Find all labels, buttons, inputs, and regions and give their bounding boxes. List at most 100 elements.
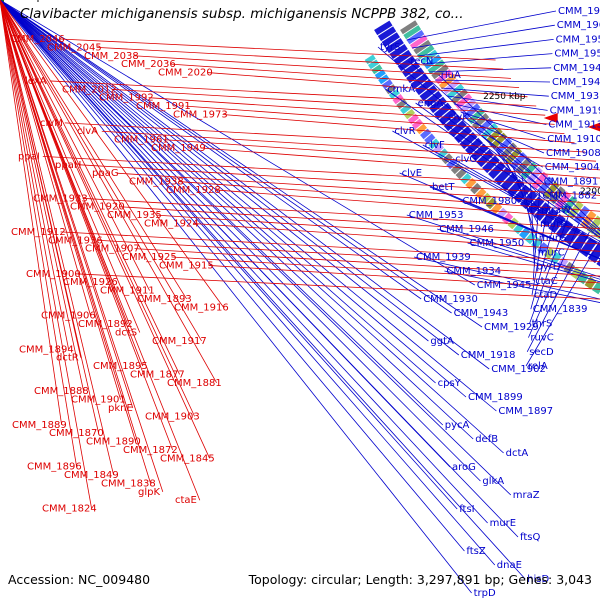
forward-leader-line	[0, 0, 422, 300]
feature-block	[411, 118, 424, 130]
forward-gene-label: CMM_1891	[544, 176, 599, 187]
reverse-leader-line	[0, 0, 217, 384]
forward-leader-line	[392, 130, 600, 246]
forward-leader-line	[0, 0, 460, 356]
forward-leader-line	[481, 135, 542, 182]
forward-gene-label: clvK	[448, 112, 469, 123]
reverse-label-layer: CMM_2046CMM_2045CMM_2038CMM_2036CMM_2020…	[10, 34, 229, 515]
forward-gene-label: CMM_1839	[533, 304, 588, 315]
reverse-gene-label: CMM_1961	[114, 135, 169, 146]
reverse-gene-label: CMM_1935	[107, 210, 162, 221]
reverse-gene-label: CMM_1973	[173, 109, 228, 120]
reverse-leader-line	[96, 46, 504, 70]
reverse-gene-label: CMM_1888	[34, 386, 89, 397]
feature-block	[450, 163, 463, 175]
reverse-leader-line	[0, 0, 141, 333]
accession-text: Accession: NC_009480	[8, 572, 151, 587]
reverse-gene-label: CMM_1916	[174, 302, 229, 313]
reverse-gene-label: CMM_1991	[136, 101, 191, 112]
forward-gene-label: cpsY	[438, 378, 462, 389]
forward-leader-line	[0, 0, 472, 594]
reverse-leader-line	[208, 265, 600, 290]
feature-block	[472, 113, 490, 130]
forward-gene-label: clvE	[402, 168, 423, 179]
forward-gene-label: CMM_1882	[542, 191, 597, 202]
forward-leader-line	[441, 87, 549, 97]
forward-leader-line	[406, 10, 557, 41]
reverse-leader-line	[156, 214, 600, 245]
forward-gene-label: clvG	[455, 154, 477, 165]
forward-gene-label: secD	[529, 347, 554, 358]
forward-gene-label: ftsZ	[466, 546, 485, 557]
reverse-gene-label: CMM_1895	[93, 361, 148, 372]
forward-leader-line	[422, 144, 600, 244]
reverse-leader-line	[0, 0, 173, 451]
forward-gene-label: CMM_1950	[470, 238, 525, 249]
reverse-leader-line	[185, 105, 565, 134]
forward-gene-label: murC	[538, 247, 565, 258]
forward-leader-line	[0, 0, 481, 482]
feature-block	[438, 73, 457, 90]
forward-gene-label: CMM_1939	[416, 252, 471, 263]
forward-leader-line	[0, 0, 497, 412]
reverse-leader-line	[170, 63, 520, 88]
forward-gene-label: CMM_1899	[468, 392, 523, 403]
forward-gene-label: mraZ	[513, 490, 540, 501]
reverse-leader-line	[0, 0, 69, 350]
reverse-gene-label: lexA	[25, 76, 47, 87]
forward-gene-label: CMM_1954	[556, 34, 600, 45]
forward-leader-line	[530, 183, 535, 267]
forward-leader-line	[417, 39, 554, 57]
reverse-gene-label: CMM_1901	[71, 395, 126, 406]
forward-gene-label: pyrD	[536, 262, 560, 273]
reverse-leader-line	[75, 273, 600, 300]
reverse-leader-line	[178, 181, 600, 212]
forward-gene-label: CMM_1946	[439, 224, 494, 235]
reverse-leader-line	[0, 0, 92, 509]
forward-gene-label: murG	[539, 233, 567, 244]
reverse-leader-line	[116, 172, 600, 204]
feature-block	[401, 61, 421, 78]
feature-block	[467, 108, 485, 125]
feature-block	[501, 212, 514, 225]
forward-gene-label: recN	[410, 56, 433, 67]
feature-block	[393, 49, 412, 66]
reverse-gene-label: CMM_1870	[49, 428, 104, 439]
ruler-tick-label: 2200 kbp	[580, 187, 600, 197]
forward-leader-line	[0, 0, 465, 552]
forward-leader-line	[437, 228, 600, 280]
forward-gene-label: rluA	[441, 70, 461, 81]
feature-block	[450, 88, 469, 105]
reverse-leader-line	[0, 0, 151, 484]
feature-block	[377, 26, 397, 42]
feature-block	[481, 122, 499, 140]
forward-gene-label: clvF	[425, 140, 445, 151]
forward-leader-line	[413, 256, 600, 300]
feature-block	[406, 30, 425, 45]
reverse-gene-label: CMM_1881	[167, 378, 222, 389]
reverse-gene-label: CMM_1890	[86, 437, 141, 448]
forward-label-layer: CMM_1969 CMM_1960 CMM_1954 CMM_1951 CMM_1941…	[380, 6, 600, 599]
reverse-gene-label: CMM_1949	[151, 143, 206, 154]
forward-gene-label: CMM_1953	[409, 210, 464, 221]
reverse-leader-line	[133, 55, 511, 79]
reverse-gene-label: CMM_1907	[85, 244, 140, 255]
forward-gene-label: CMM_1951	[554, 49, 600, 60]
forward-leader-line	[423, 53, 553, 65]
feature-block	[455, 168, 467, 180]
reverse-gene-label: CMM_1824	[42, 504, 97, 515]
forward-gene-label: ctaC	[535, 276, 558, 287]
reverse-leader-line	[79, 164, 600, 196]
reverse-gene-label: CMM_1872	[123, 445, 178, 456]
feature-block	[500, 142, 518, 160]
forward-gene-label: CMM_1919	[550, 105, 600, 116]
forward-gene-label: CMM_1910	[547, 134, 600, 145]
feature-block	[378, 74, 390, 85]
forward-leader-line	[467, 119, 545, 154]
reverse-leader-line	[0, 0, 224, 308]
reverse-gene-label: CMM_1900	[26, 269, 81, 280]
forward-leader-line	[0, 0, 490, 370]
reverse-leader-line	[0, 0, 114, 476]
reverse-cds-track	[543, 113, 600, 132]
feature-block	[519, 190, 538, 210]
